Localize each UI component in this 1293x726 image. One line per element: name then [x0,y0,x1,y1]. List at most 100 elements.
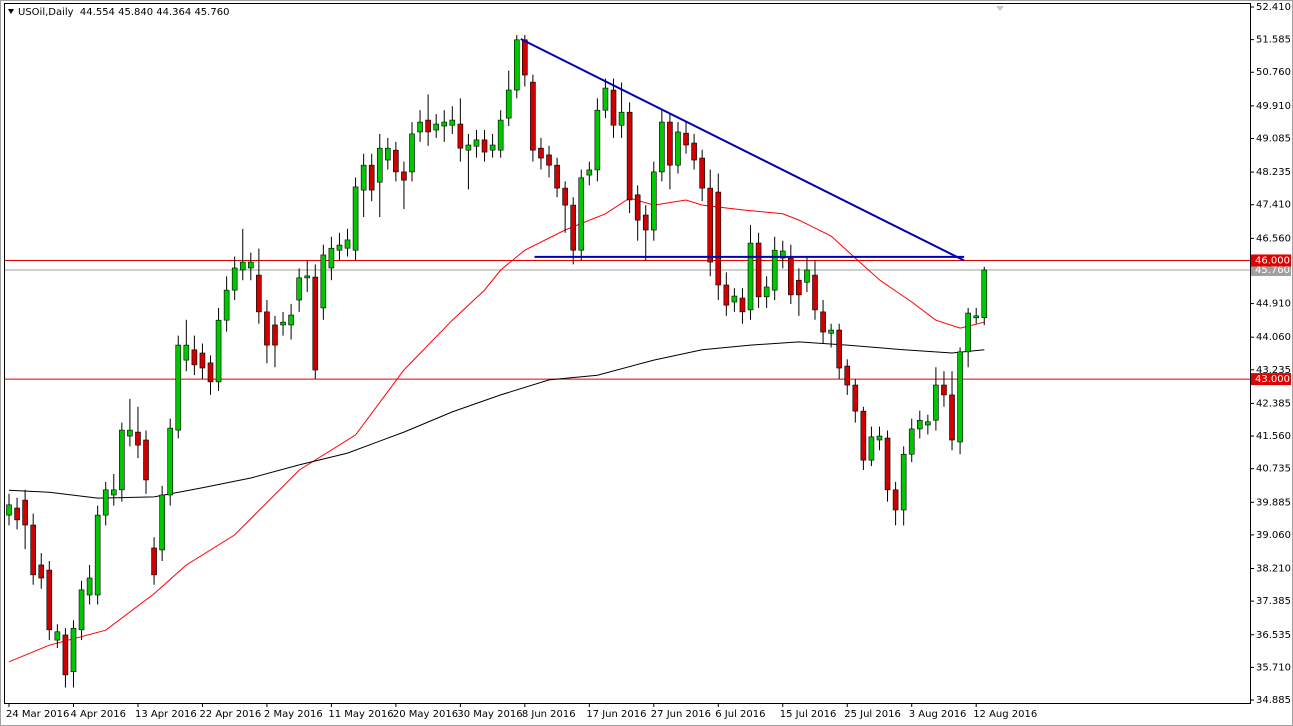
x-tick-label: 25 Jul 2016 [844,709,901,720]
candle-body [513,39,520,91]
x-tick-label: 17 Jun 2016 [586,709,646,720]
candle-body [965,312,971,353]
x-tick-label: 4 Apr 2016 [70,709,125,720]
candle-body [167,427,173,496]
candle-body [755,242,762,298]
x-tick-label: 6 Jul 2016 [715,709,765,720]
candle-body [949,394,955,441]
level-line-box [1251,373,1291,386]
level-line-label: 46.000 [1255,255,1290,266]
candle-body [143,439,149,481]
y-tick-label: 39.885 [1256,497,1291,508]
candle-body [852,384,859,412]
candle-body [54,631,61,641]
x-tick-label: 2 May 2016 [264,709,323,720]
candle-body [272,324,278,346]
x-tick-label: 24 Mar 2016 [6,709,69,720]
candle-body [449,119,456,126]
x-tick-label: 13 Apr 2016 [135,709,197,720]
candle-body [239,261,246,271]
x-tick-label: 15 Jul 2016 [780,709,837,720]
y-tick-label: 36.535 [1256,630,1291,641]
candle-body [159,494,165,551]
candle-body [376,147,383,183]
candle-body [626,111,633,201]
candle-body [497,119,504,151]
candle-body [175,344,182,431]
candle-body [562,187,568,206]
candle-body [62,634,69,676]
candle-body [522,39,528,76]
candle-body [231,267,238,291]
menu-arrow[interactable] [8,9,14,14]
candle-body [256,274,262,313]
candle-body [634,194,641,221]
level-line-label: 43.000 [1255,374,1290,385]
candle-body [38,564,45,579]
candle-body [691,142,697,161]
candle-body [715,191,722,286]
candle-body [731,295,738,303]
candle-body [675,131,681,166]
candle-body [723,284,730,306]
y-tick-label: 40.735 [1256,464,1291,475]
candle-body [820,311,826,333]
candle-body [417,121,423,133]
candle-body [707,187,714,263]
candle-body [546,154,552,166]
candle-body [602,87,609,111]
candle-body [70,627,77,673]
y-tick-label: 51.585 [1256,35,1291,46]
candle-body [22,499,28,526]
candle-body [554,164,560,189]
candle-body [102,489,109,516]
candle-body [401,171,407,181]
candle-body [667,121,673,166]
chart-title: USOil,Daily 44.554 45.840 44.364 45.760 [18,7,229,18]
candle-body [771,249,778,291]
candle-body [586,169,593,176]
candle-body [812,274,818,311]
y-tick-label: 49.910 [1256,101,1291,112]
candle-body [368,164,375,191]
y-tick-label: 46.560 [1256,233,1291,244]
scroll-marker [996,6,1004,11]
candle-body [199,352,206,369]
y-tick-label: 41.560 [1256,431,1291,442]
candle-body [465,144,472,151]
candle-body [86,577,93,596]
candle-body [248,261,254,269]
candle-body [699,157,705,189]
moving-average [8,197,985,663]
y-tick-label: 44.060 [1256,332,1291,343]
y-tick-label: 43.235 [1256,365,1291,376]
candle-body [683,132,689,146]
candle-body [441,121,448,127]
candle-body [747,242,754,311]
x-tick-label: 22 Apr 2016 [199,709,261,720]
x-tick-label: 27 Jun 2016 [651,709,711,720]
x-tick-label: 3 Aug 2016 [909,709,967,720]
plot-area [4,3,1251,704]
candle-body [312,276,319,371]
candle-body [344,239,351,249]
candle-body [6,504,12,516]
candle-body [119,429,125,491]
candle-body [578,177,585,251]
candle-body [215,319,222,383]
y-tick-label: 52.410 [1256,2,1291,13]
level-line-box [1251,254,1291,267]
y-tick-label: 50.760 [1256,67,1291,78]
candle-body [836,329,842,369]
candle-body [530,81,536,151]
candle-body [14,507,20,521]
trendline [520,38,965,262]
candle-body [409,133,415,173]
candle-body [900,453,907,511]
candle-body [659,121,665,173]
candle-body [570,204,577,251]
candle-body [489,144,496,151]
candle-body [538,147,544,159]
y-tick-label: 47.410 [1256,200,1291,211]
